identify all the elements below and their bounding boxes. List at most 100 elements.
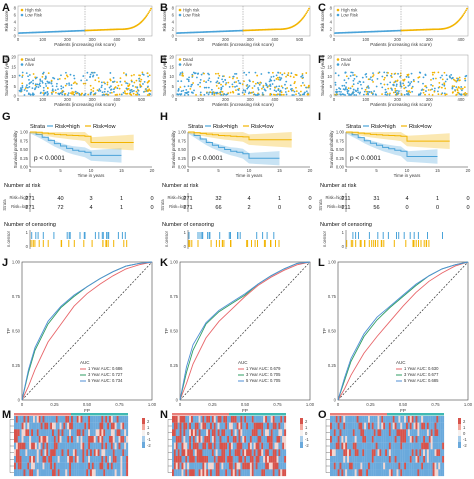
censoring-tick — [102, 232, 104, 239]
heatmap-cell — [223, 429, 226, 437]
heatmap-cell — [432, 436, 435, 443]
censoring-tick — [32, 240, 34, 247]
heatmap-cell — [366, 469, 369, 477]
heatmap-cell — [38, 449, 41, 457]
alive-point — [384, 88, 387, 91]
y-tick-label: 2 — [172, 27, 175, 32]
alive-point — [44, 91, 47, 94]
x-tick-label: 0.75 — [273, 402, 282, 407]
heatmap-cell — [15, 442, 18, 450]
legend-entry: 3 Year AUC: 0.705 — [246, 372, 281, 377]
alive-point — [357, 91, 360, 94]
heatmap-cell — [114, 436, 117, 443]
heatmap-cell — [215, 449, 218, 457]
heatmap-cell — [423, 436, 426, 443]
alive-point — [218, 82, 221, 84]
alive-point — [93, 71, 96, 74]
heatmap-cell — [330, 436, 332, 443]
dead-point — [279, 72, 282, 74]
censoring-tick — [382, 232, 384, 239]
alive-point — [275, 85, 278, 88]
heatmap-cell — [230, 429, 233, 437]
alive-point — [381, 75, 384, 78]
dead-point — [280, 93, 283, 96]
dead-point — [94, 79, 97, 82]
heatmap-cell — [179, 449, 182, 457]
heatmap-cell — [74, 462, 77, 470]
heatmap-cell — [15, 462, 18, 470]
heatmap-cell — [215, 462, 218, 470]
heatmap-cell — [181, 442, 184, 450]
alive-point — [26, 86, 29, 89]
heatmap-cell — [261, 422, 264, 430]
heatmap-cell — [15, 429, 18, 437]
alive-point — [235, 73, 238, 75]
dead-point — [364, 88, 367, 91]
heatmap-cell — [330, 449, 332, 457]
alive-point — [256, 94, 259, 96]
color-key-segment — [142, 436, 145, 442]
heatmap-cell — [109, 449, 111, 457]
censoring-tick — [266, 232, 268, 239]
x-tick-label: 20 — [308, 168, 313, 173]
high-risk-point — [304, 14, 307, 16]
heatmap-cell — [52, 436, 54, 443]
alive-point — [104, 82, 106, 85]
alive-point — [244, 89, 247, 92]
heatmap-cell — [15, 422, 18, 430]
alive-point — [386, 94, 388, 96]
heatmap-cell — [381, 456, 384, 463]
censoring-tick — [91, 240, 93, 247]
y-tick-label: 0.25 — [170, 363, 179, 368]
heatmap-cell — [352, 416, 355, 423]
heatmap-cell — [34, 456, 37, 463]
heatmap-cell — [337, 436, 340, 443]
heatmap-cell — [86, 449, 89, 457]
heatmap-cell — [248, 442, 250, 450]
heatmap-cell — [105, 436, 108, 443]
heatmap-cell — [436, 416, 439, 423]
dead-point — [410, 87, 413, 90]
heatmap-cell — [48, 416, 51, 423]
heatmap-cell — [335, 429, 338, 437]
dead-point — [220, 83, 222, 86]
heatmap-cell — [95, 456, 98, 463]
heatmap-cell — [349, 462, 351, 470]
alive-point — [455, 86, 458, 88]
alive-point — [21, 71, 24, 74]
heatmap-cell — [191, 449, 193, 457]
heatmap-cell — [19, 469, 22, 477]
heatmap-cell — [246, 442, 249, 450]
heatmap-cell — [97, 449, 100, 457]
alive-point — [57, 78, 59, 81]
dead-point — [106, 83, 109, 86]
heatmap-cell — [189, 456, 192, 463]
color-key-label: 0 — [463, 431, 466, 436]
dead-point — [280, 85, 283, 88]
alive-point — [69, 73, 72, 76]
heatmap-cell — [50, 449, 53, 457]
diagonal-reference-line — [337, 261, 469, 401]
heatmap-cell — [86, 422, 89, 430]
dead-point — [396, 79, 399, 82]
heatmap-cell — [430, 462, 433, 470]
dead-point — [272, 93, 275, 96]
heatmap-cell — [404, 429, 407, 437]
dead-point — [367, 78, 370, 81]
heatmap-cell — [369, 462, 372, 470]
y-axis-title: TP — [164, 328, 169, 334]
alive-point — [179, 72, 182, 74]
heatmap-cell — [417, 422, 420, 430]
heatmap-cell — [17, 469, 20, 477]
heatmap-cell — [215, 442, 218, 450]
heatmap-cell — [339, 456, 342, 463]
risk-table-cell: 1 — [120, 196, 123, 202]
heatmap-cell — [411, 436, 414, 443]
heatmap-cell — [38, 422, 41, 430]
censoring-tick — [413, 232, 415, 239]
heatmap-cell — [230, 462, 233, 470]
heatmap-cell — [390, 436, 393, 443]
high-risk-point — [308, 7, 310, 10]
heatmap-cell — [112, 429, 115, 437]
alive-point — [113, 80, 116, 83]
